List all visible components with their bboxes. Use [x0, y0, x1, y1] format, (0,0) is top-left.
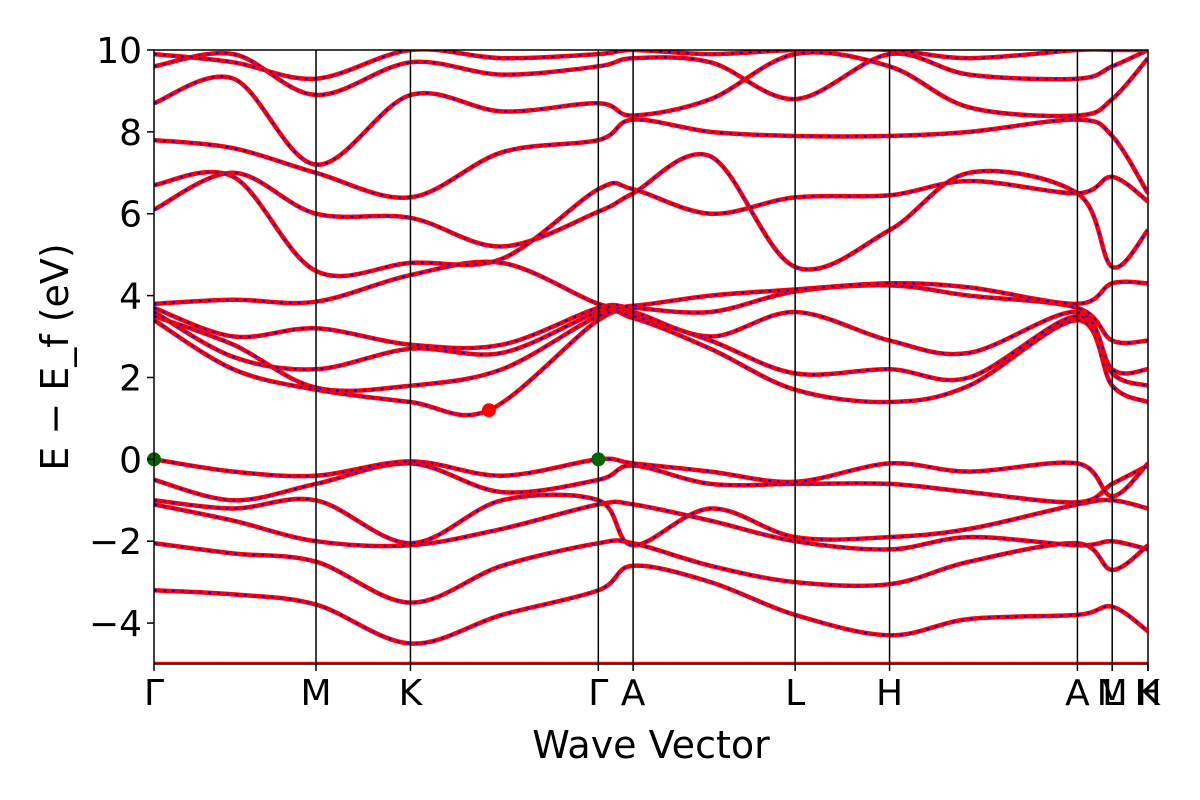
- band-overlay-17: [154, 50, 1148, 80]
- band-line-11: [154, 259, 1148, 311]
- y-tick-label: 6: [119, 195, 142, 236]
- band-line-8: [154, 308, 1148, 394]
- y-axis-ticks: −4 −2 0 2 4 6 8 10: [89, 31, 154, 645]
- y-tick-label: 4: [119, 277, 142, 318]
- x-tick-label: A: [1065, 673, 1090, 714]
- x-axis-title: Wave Vector: [532, 723, 770, 767]
- x-tick-label: H: [1134, 673, 1161, 714]
- band-line-9: [154, 305, 1148, 376]
- band-overlay-13: [154, 171, 1148, 278]
- x-tick-label: M: [300, 673, 331, 714]
- band-overlay-2: [154, 539, 1148, 604]
- extrema-markers: [147, 403, 606, 467]
- y-tick-label: −2: [89, 522, 142, 563]
- x-tick-label: L: [1102, 673, 1122, 714]
- band-line-6: [154, 456, 1148, 499]
- band-overlay-6: [154, 457, 1148, 498]
- band-line-12: [154, 152, 1148, 272]
- x-tick-label: Γ: [588, 673, 608, 714]
- band-overlay-12: [154, 153, 1148, 271]
- band-line-17: [154, 50, 1148, 82]
- band-overlay-15: [154, 51, 1148, 166]
- x-axis-ticks: Γ M K Γ A L H A ML KH: [144, 664, 1162, 714]
- band-line-1: [154, 563, 1148, 646]
- y-tick-label: 8: [119, 113, 142, 154]
- band-overlay-1: [154, 564, 1148, 645]
- y-tick-label: 2: [119, 358, 142, 399]
- x-tick-label: Γ: [144, 673, 164, 714]
- y-axis-title: E − E_f (eV): [33, 243, 77, 471]
- band-overlay-14: [154, 118, 1148, 199]
- marker-cbm-0: [481, 403, 496, 418]
- x-tick-label: A: [621, 673, 646, 714]
- bands-layer: [154, 50, 1148, 664]
- x-tick-label: H: [876, 673, 903, 714]
- band-line-2: [154, 538, 1148, 605]
- x-tick-label: L: [785, 673, 805, 714]
- x-tick-label: K: [1136, 673, 1161, 714]
- band-overlay-16: [154, 50, 1148, 101]
- band-line-3: [154, 499, 1148, 552]
- band-line-4: [154, 492, 1148, 548]
- band-line-15: [154, 50, 1148, 167]
- x-tick-label: K: [399, 673, 424, 714]
- high-symmetry-lines: [315, 50, 1113, 664]
- plot-frame: [153, 49, 1149, 665]
- y-tick-label: −4: [89, 604, 142, 645]
- x-tick-label: M: [1097, 673, 1128, 714]
- y-tick-label: 10: [96, 31, 142, 72]
- marker-vbm-2: [591, 452, 606, 467]
- y-tick-label: 0: [119, 440, 142, 481]
